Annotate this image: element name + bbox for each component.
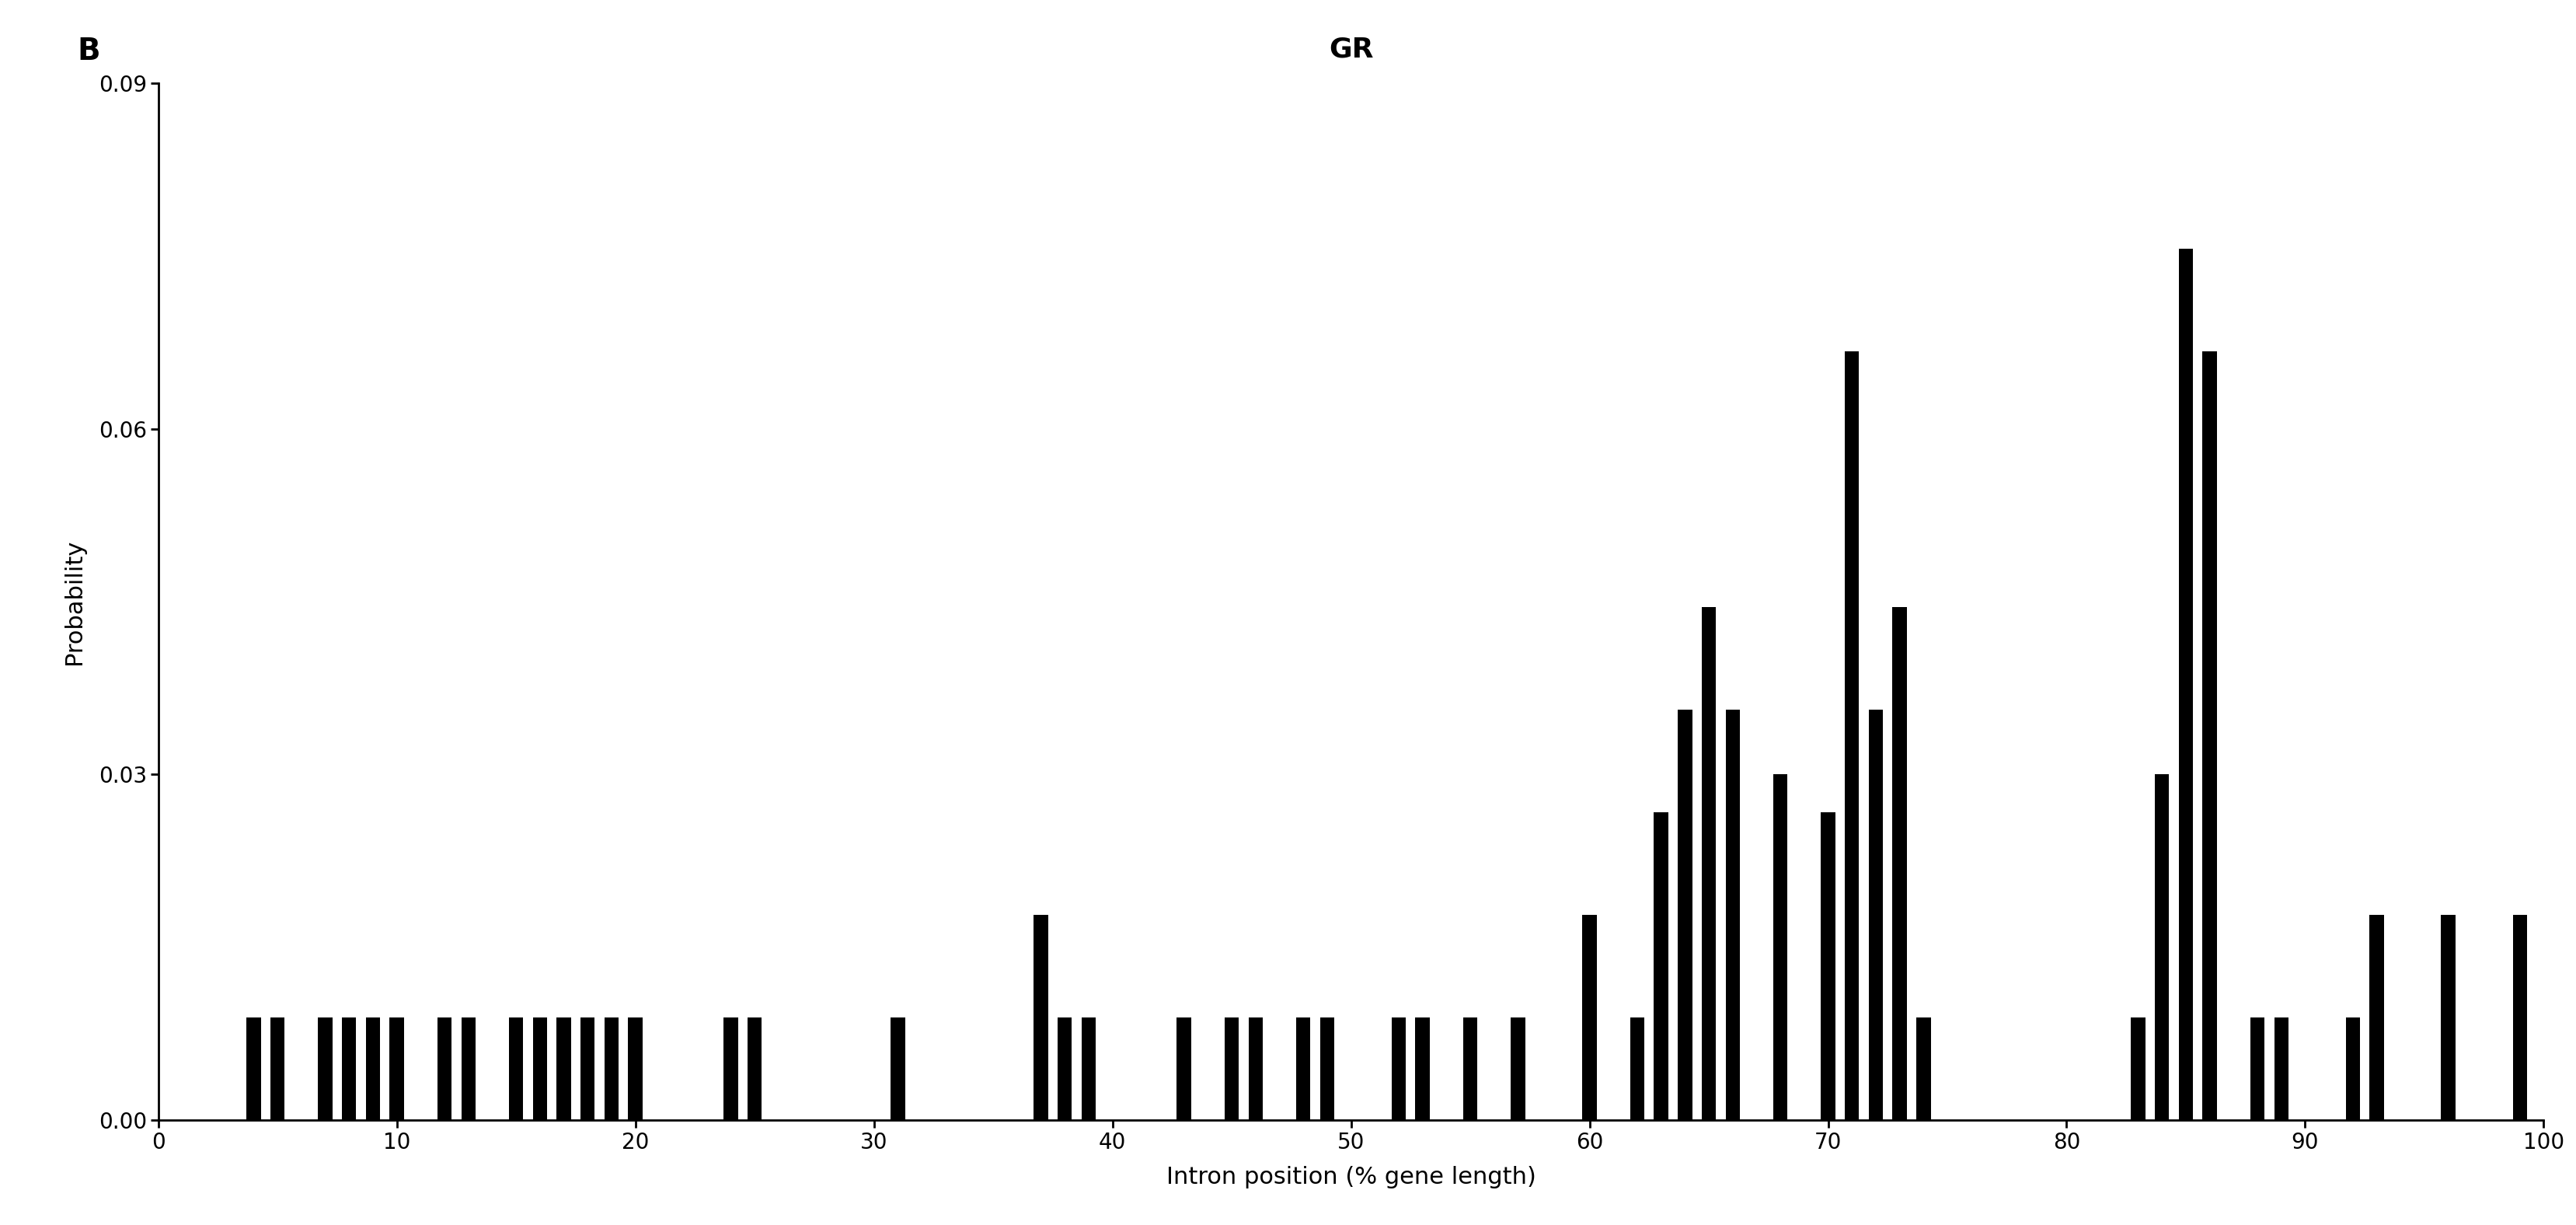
Bar xyxy=(1868,710,1883,1120)
Bar xyxy=(247,1018,260,1120)
Bar xyxy=(629,1018,641,1120)
Bar xyxy=(343,1018,355,1120)
Bar xyxy=(317,1018,332,1120)
Bar xyxy=(1033,915,1048,1120)
Title: GR: GR xyxy=(1329,37,1373,62)
Bar xyxy=(270,1018,286,1120)
Y-axis label: Probability: Probability xyxy=(64,539,85,664)
Bar xyxy=(747,1018,762,1120)
Bar xyxy=(1414,1018,1430,1120)
Bar xyxy=(1893,608,1906,1120)
Bar xyxy=(1677,710,1692,1120)
Bar xyxy=(1582,915,1597,1120)
Bar xyxy=(2370,915,2383,1120)
Bar xyxy=(389,1018,404,1120)
Bar xyxy=(1391,1018,1406,1120)
Bar xyxy=(1631,1018,1643,1120)
Bar xyxy=(1821,812,1834,1120)
Bar xyxy=(1703,608,1716,1120)
Bar xyxy=(580,1018,595,1120)
Bar xyxy=(891,1018,904,1120)
Bar xyxy=(2442,915,2455,1120)
Bar xyxy=(605,1018,618,1120)
Bar xyxy=(1510,1018,1525,1120)
Bar xyxy=(2512,915,2527,1120)
Bar xyxy=(438,1018,451,1120)
Bar xyxy=(1249,1018,1262,1120)
Bar xyxy=(1082,1018,1095,1120)
Bar xyxy=(724,1018,737,1120)
Bar xyxy=(461,1018,477,1120)
Bar xyxy=(1772,774,1788,1120)
Bar xyxy=(1917,1018,1929,1120)
Bar xyxy=(1319,1018,1334,1120)
Bar xyxy=(2275,1018,2287,1120)
Bar xyxy=(2347,1018,2360,1120)
X-axis label: Intron position (% gene length): Intron position (% gene length) xyxy=(1167,1166,1535,1188)
Bar xyxy=(2130,1018,2146,1120)
Bar xyxy=(1654,812,1669,1120)
Bar xyxy=(1059,1018,1072,1120)
Bar xyxy=(2156,774,2169,1120)
Bar xyxy=(510,1018,523,1120)
Bar xyxy=(1844,352,1860,1120)
Bar xyxy=(1224,1018,1239,1120)
Bar xyxy=(2179,249,2192,1120)
Bar xyxy=(2251,1018,2264,1120)
Bar xyxy=(1177,1018,1190,1120)
Bar xyxy=(2202,352,2218,1120)
Bar xyxy=(1296,1018,1311,1120)
Bar xyxy=(533,1018,546,1120)
Bar xyxy=(1726,710,1739,1120)
Text: B: B xyxy=(77,37,100,66)
Bar xyxy=(556,1018,572,1120)
Bar xyxy=(366,1018,381,1120)
Bar xyxy=(1463,1018,1479,1120)
